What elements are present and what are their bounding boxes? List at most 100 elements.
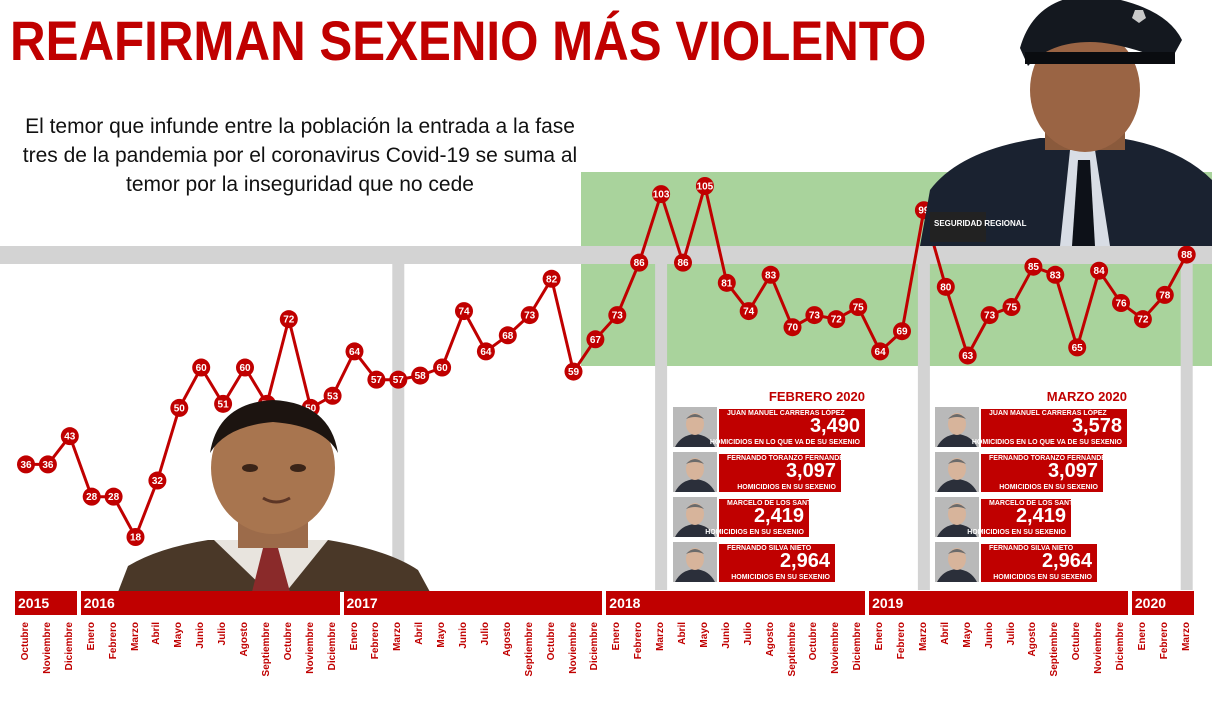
point-marker [564, 362, 583, 381]
month-label: Junio [458, 622, 472, 702]
month-label-text: Agosto [501, 622, 513, 657]
data-label: 36 [20, 460, 32, 471]
month-label: Junio [984, 622, 998, 702]
month-label-text: Mayo [961, 622, 973, 648]
month-label-text: Octubre [282, 622, 294, 661]
point-marker [1133, 310, 1152, 329]
month-label-text: Enero [874, 622, 886, 651]
data-label: 58 [415, 371, 427, 382]
point-marker [411, 366, 430, 385]
point-marker [1024, 257, 1043, 276]
data-point: 70 [783, 318, 802, 337]
homicide-caption: HOMICIDIOS EN SU SEXENIO [705, 529, 804, 536]
data-label: 57 [371, 375, 383, 386]
governor-name: MARCELO DE LOS SANTOS [989, 500, 1084, 507]
data-label: 50 [174, 403, 186, 414]
month-label: Noviembre [830, 622, 844, 702]
month-label-text: Marzo [392, 622, 404, 651]
governor-strip: JUAN MANUEL CARRERAS LÓPEZ 3,578 HOMICIDIO… [972, 409, 1127, 447]
point-marker [630, 253, 649, 272]
data-point: 28 [82, 487, 101, 506]
data-point: 81 [717, 273, 736, 292]
point-marker [849, 298, 868, 317]
point-marker [1002, 298, 1021, 317]
month-label-text: Abril [151, 622, 163, 645]
governor-name: FERNANDO SILVA NIETO [727, 545, 812, 552]
month-label-text: Junio [983, 622, 995, 649]
month-label-text: Mayo [173, 622, 185, 648]
data-point: 72 [279, 310, 298, 329]
data-label: 64 [480, 347, 492, 358]
month-label-text: Febrero [896, 622, 907, 660]
point-marker [827, 310, 846, 329]
point-marker [1177, 245, 1196, 264]
month-label: Enero [1137, 622, 1151, 702]
point-marker [936, 277, 955, 296]
month-label-text: Julio [742, 622, 754, 646]
month-label: Marzo [392, 622, 406, 702]
month-label-text: Diciembre [852, 622, 864, 671]
data-label: 72 [1137, 315, 1149, 326]
month-label: Noviembre [42, 622, 56, 702]
month-label: Mayo [962, 622, 976, 702]
data-label: 84 [1094, 266, 1106, 277]
data-point: 63 [958, 346, 977, 365]
homicide-caption: HOMICIDIOS EN SU SEXENIO [967, 529, 1066, 536]
data-point: 73 [805, 306, 824, 325]
year-bar-2019: 2019 [869, 591, 1128, 615]
data-point: 60 [433, 358, 452, 377]
month-label: Julio [1006, 622, 1020, 702]
month-label: Agosto [765, 622, 779, 702]
month-label-text: Enero [611, 622, 623, 651]
data-point: 74 [739, 302, 758, 321]
data-point: 73 [520, 306, 539, 325]
month-label: Julio [743, 622, 757, 702]
point-marker [192, 358, 211, 377]
month-label-text: Marzo [917, 622, 929, 651]
data-label: 60 [196, 363, 208, 374]
guide-bar [392, 264, 405, 590]
data-label: 64 [875, 347, 887, 358]
month-label: Diciembre [64, 622, 78, 702]
point-marker [893, 322, 911, 341]
year-bar-2018: 2018 [606, 591, 866, 615]
man-portrait-photo [118, 400, 430, 592]
governor-name: FERNANDO SILVA NIETO [989, 545, 1074, 552]
data-label: 63 [962, 351, 974, 362]
point-marker [717, 273, 736, 292]
month-label-text: Abril [414, 622, 426, 645]
month-label-text: Septiembre [1049, 622, 1061, 677]
point-marker [586, 330, 605, 349]
data-point: 72 [1133, 310, 1152, 329]
governor-strip: FERNANDO TORANZO FERNÁNDEZ 3,097 HOMICIDIO… [981, 454, 1110, 492]
data-point: 86 [674, 253, 692, 272]
month-label: Septiembre [261, 622, 275, 702]
point-marker [455, 302, 473, 321]
month-label-text: Mayo [698, 622, 710, 648]
month-label: Febrero [896, 622, 910, 702]
month-label-text: Septiembre [260, 622, 272, 677]
data-point: 82 [542, 269, 561, 288]
governor-row: FERNANDO SILVA NIETO 2,964 HOMICIDIOS EN S… [673, 542, 835, 582]
data-label: 73 [984, 311, 996, 322]
month-label-text: Diciembre [589, 622, 601, 671]
data-point: 85 [1024, 257, 1043, 276]
data-label: 73 [524, 311, 536, 322]
month-label: Diciembre [1115, 622, 1129, 702]
month-label-text: Marzo [655, 622, 667, 651]
data-point: 32 [148, 471, 167, 490]
panel-title: FEBRERO 2020 [768, 389, 865, 404]
governor-row: MARCELO DE LOS SANTOS 2,419 HOMICIDIOS EN … [673, 497, 821, 537]
data-label: 64 [349, 347, 361, 358]
data-point: 80 [936, 277, 955, 296]
month-label: Julio [480, 622, 494, 702]
point-marker [1155, 285, 1174, 304]
month-label: Febrero [1159, 622, 1173, 702]
data-point: 76 [1112, 294, 1130, 312]
data-label: 86 [677, 258, 689, 269]
homicide-count: 2,964 [1041, 550, 1092, 572]
data-label: 85 [1028, 262, 1040, 273]
data-label: 68 [502, 331, 514, 342]
point-marker [170, 398, 189, 417]
governor-portrait-icon [673, 542, 717, 582]
